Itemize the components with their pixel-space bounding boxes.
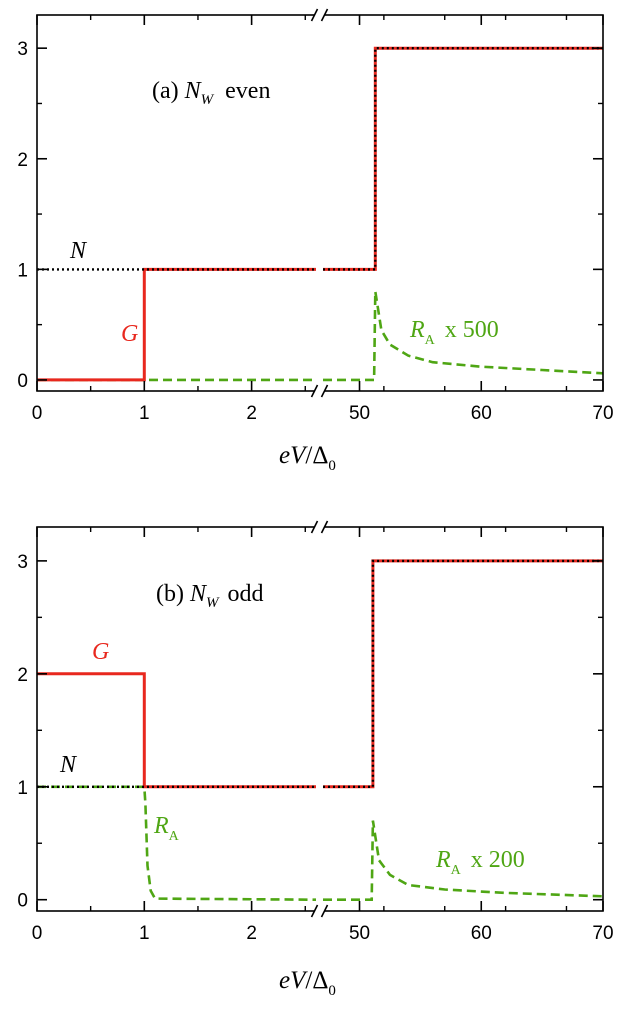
panel-a: 0 1 2 3 0 1 2 50 60 70 (a) NW even N G RA x 500 eV/… <box>17 8 614 474</box>
panel-b-xtick-label: 0 <box>32 923 43 944</box>
panel-a-xlabel: eV/Δ0 <box>279 442 336 474</box>
panel-a-axis-break <box>310 8 329 398</box>
panel-b-ticks: 0 1 2 3 0 1 2 50 60 70 <box>17 527 614 944</box>
panel-a-xtick-label: 1 <box>139 403 150 424</box>
panel-a-xtick-label: 0 <box>32 403 43 424</box>
panel-a-series-G-line-1 <box>323 46 603 271</box>
panel-b-break-slash <box>320 520 329 534</box>
panel-a-ytick-label: 0 <box>17 371 28 392</box>
panel-a-label-G: G <box>121 321 138 347</box>
panel-a-xtick-label: 2 <box>246 403 257 424</box>
panel-b-series-N-line-1 <box>323 559 603 788</box>
panel-a-ticks: 0 1 2 3 0 1 2 50 60 70 <box>17 15 614 424</box>
panel-b-break-slash <box>320 904 329 918</box>
panel-b-break-slash <box>310 904 319 918</box>
panel-a-label-RA: RA x 500 <box>409 317 499 348</box>
panel-b-ytick-label: 3 <box>17 552 28 573</box>
panel-b-label-N: N <box>59 752 78 778</box>
panel-a-ytick-label: 2 <box>17 150 28 171</box>
panel-a-label-N: N <box>69 238 88 264</box>
panel-a-break-slash <box>320 384 329 398</box>
panel-b-marks <box>37 559 604 901</box>
panel-b: 0 1 2 3 0 1 2 50 60 70 (b) NW odd G N RA RA x 200 e… <box>17 520 614 999</box>
panel-a-series-N-line-1 <box>323 47 603 271</box>
panel-b-xtick-label: 70 <box>592 923 613 944</box>
panel-b-xlabel: eV/Δ0 <box>279 967 336 999</box>
panel-a-break-gap <box>314 10 325 20</box>
panel-a-break-slash <box>310 384 319 398</box>
panel-a-xtick-label: 50 <box>349 403 370 424</box>
panel-b-axis-break <box>310 520 329 918</box>
panel-a-xtick-label: 70 <box>592 403 613 424</box>
panel-b-label-RA-right: RA x 200 <box>435 847 525 878</box>
panel-b-xtick-label: 1 <box>139 923 150 944</box>
panel-a-xtick-label: 60 <box>471 403 492 424</box>
panel-a-ytick-label: 1 <box>17 260 28 281</box>
panel-b-xtick-label: 60 <box>471 923 492 944</box>
panel-b-ytick-label: 1 <box>17 778 28 799</box>
panel-a-ytick-label: 3 <box>17 39 28 60</box>
panel-b-series-G-line-1 <box>323 559 603 789</box>
panel-b-xtick-label: 2 <box>246 923 257 944</box>
panel-b-label-RA-left: RA <box>153 813 180 844</box>
panel-b-break-gap <box>314 906 325 916</box>
panel-a-series-G-line-0 <box>37 267 316 382</box>
panel-a-break-gap <box>314 386 325 396</box>
panel-b-series-RA-line-0 <box>37 785 317 901</box>
panel-b-ytick-label: 2 <box>17 665 28 686</box>
panel-b-ytick-label: 0 <box>17 891 28 912</box>
panel-b-series-G-line-0 <box>37 672 316 789</box>
panel-b-break-gap <box>314 522 325 532</box>
panel-a-title: (a) NW even <box>152 78 270 108</box>
panel-a-marks <box>37 46 604 382</box>
panel-b-title: (b) NW odd <box>156 581 264 611</box>
panel-a-break-slash <box>320 8 329 22</box>
panel-b-label-G: G <box>92 639 109 665</box>
panel-b-series-RA-line-1 <box>323 820 604 901</box>
panel-b-break-slash <box>310 520 319 534</box>
panel-a-break-slash <box>310 8 319 22</box>
panel-b-xtick-label: 50 <box>349 923 370 944</box>
